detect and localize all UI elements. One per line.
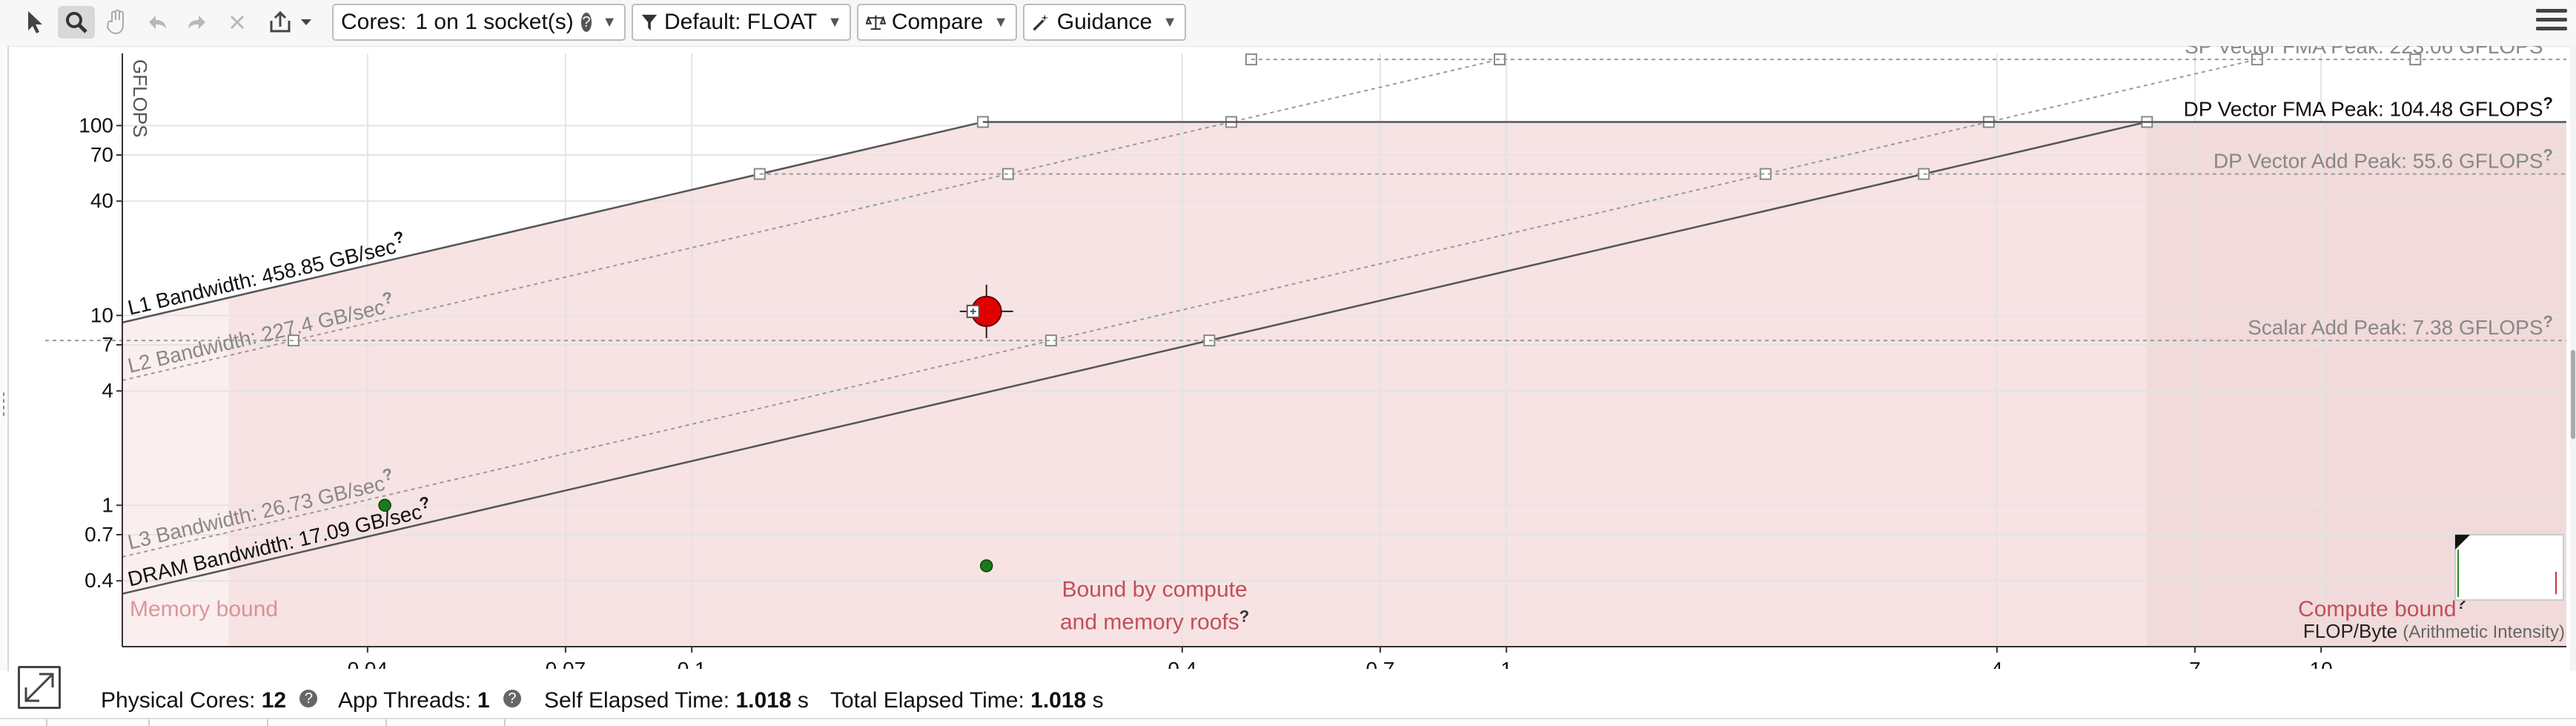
minimap-frame[interactable] xyxy=(2454,534,2564,601)
both-bound-label: and memory roofs? xyxy=(1060,607,1249,635)
help-icon[interactable]: ? xyxy=(380,464,394,484)
app-threads-stat: App Threads: 1 ? xyxy=(338,688,521,713)
help-icon[interactable]: ? xyxy=(380,288,394,308)
cores-label: Cores: xyxy=(341,10,407,34)
memory-roof-line[interactable] xyxy=(122,59,1500,381)
memory-roof-line[interactable] xyxy=(122,121,2148,595)
undo-icon[interactable] xyxy=(142,6,172,39)
x-axis-title: FLOP/Byte (Arithmetic Intensity) xyxy=(2303,620,2565,642)
y-tick-label: 40 xyxy=(90,189,113,212)
total-elapsed-stat: Total Elapsed Time: 1.018 s xyxy=(830,688,1104,713)
x-tick-label: 10 xyxy=(2310,658,2333,669)
guidance-dropdown[interactable]: Guidance ▼ xyxy=(1023,4,1186,41)
cores-dropdown[interactable]: Cores: 1 on 1 socket(s) ? ▼ xyxy=(332,4,626,41)
roofline-chart[interactable]: 0.4 0.7 1 4 7 10 40 70 100 0.04 0.07 0.1 0.4 0.7 1 4 7 10… xyxy=(0,46,2576,669)
help-icon[interactable]: ? xyxy=(580,13,592,32)
panel-splitter[interactable] xyxy=(0,46,9,725)
x-tick-label: 1 xyxy=(1500,658,1512,669)
toolbar: Cores: 1 on 1 socket(s) ? ▼ Default: FLO… xyxy=(0,0,2576,47)
x-tick-label: 0.1 xyxy=(678,658,706,669)
compare-label: Compare xyxy=(891,10,984,34)
filter-dropdown[interactable]: Default: FLOAT ▼ xyxy=(632,4,851,41)
hamburger-menu-icon[interactable] xyxy=(2536,9,2567,34)
y-tick-label: 100 xyxy=(79,113,113,136)
x-tick-label: 0.07 xyxy=(546,658,586,669)
physical-cores-label: Physical Cores: xyxy=(101,688,256,713)
compute-bound-label: Compute bound? xyxy=(2298,594,2466,621)
y-tick-label: 1 xyxy=(102,493,113,516)
chevron-down-icon: ▼ xyxy=(602,13,617,30)
compute-roof-label[interactable]: DP Vector Add Peak: 55.6 GFLOPS? xyxy=(2214,146,2553,173)
self-elapsed-unit: s xyxy=(797,688,809,713)
help-icon[interactable]: ? xyxy=(299,690,318,707)
expand-icon[interactable] xyxy=(18,666,61,709)
y-tick-label: 7 xyxy=(102,333,113,356)
chevron-down-icon: ▼ xyxy=(993,13,1008,30)
compute-roof-label[interactable]: Scalar Add Peak: 7.38 GFLOPS? xyxy=(2248,312,2553,339)
y-tick-label: 70 xyxy=(90,143,113,166)
memory-roof-line[interactable] xyxy=(122,59,2258,558)
x-tick-label: 0.7 xyxy=(1365,658,1394,669)
self-elapsed-label: Self Elapsed Time: xyxy=(544,688,730,713)
both-bound-label: Bound by compute xyxy=(1062,578,1248,602)
zoom-icon[interactable] xyxy=(58,6,95,39)
physical-cores-stat: Physical Cores: 12 ? xyxy=(101,688,318,713)
chevron-down-icon: ▼ xyxy=(1162,13,1177,30)
redo-icon[interactable] xyxy=(182,6,212,39)
app-threads-value: 1 xyxy=(477,688,490,713)
help-icon[interactable]: ? xyxy=(2543,93,2553,112)
compare-dropdown[interactable]: Compare ▼ xyxy=(857,4,1017,41)
minimap-thumbnail[interactable] xyxy=(2454,534,2564,601)
minimap-corner xyxy=(2455,535,2470,550)
app-threads-label: App Threads: xyxy=(338,688,471,713)
y-tick-label: 4 xyxy=(102,379,113,402)
loop-point[interactable] xyxy=(378,498,391,512)
physical-cores-value: 12 xyxy=(261,688,287,713)
plus-icon xyxy=(970,308,976,314)
x-tick-label: 4 xyxy=(1991,658,2003,669)
x-tick-label: 0.04 xyxy=(348,658,388,669)
loop-point[interactable] xyxy=(979,559,993,572)
magic-wand-icon xyxy=(1033,13,1049,31)
compute-roof-label[interactable]: SP Vector FMA Peak: 223.06 GFLOPS? xyxy=(2185,46,2553,58)
y-tick-label: 0.4 xyxy=(85,569,113,592)
compute-roof-label[interactable]: DP Vector FMA Peak: 104.48 GFLOPS? xyxy=(2183,93,2553,120)
memory-bound-label: Memory bound xyxy=(130,597,278,621)
total-elapsed-label: Total Elapsed Time: xyxy=(830,688,1024,713)
pan-hand-icon[interactable] xyxy=(102,6,132,39)
x-tick-label: 0.4 xyxy=(1168,658,1196,669)
memory-roof-line[interactable] xyxy=(122,121,984,324)
help-icon[interactable]: ? xyxy=(2543,312,2553,331)
cores-value: 1 on 1 socket(s) xyxy=(415,10,574,34)
bottom-tab-strip xyxy=(0,718,2576,726)
select-arrow-icon[interactable] xyxy=(21,6,50,39)
help-icon[interactable]: ? xyxy=(417,492,431,512)
help-icon[interactable]: ? xyxy=(1239,607,1249,626)
filter-icon xyxy=(641,14,658,31)
filter-label: Default: FLOAT xyxy=(664,10,818,34)
help-icon[interactable]: ? xyxy=(2543,46,2553,50)
help-icon[interactable]: ? xyxy=(503,690,521,707)
y-axis-title: GFLOPS xyxy=(129,59,151,137)
self-elapsed-value: 1.018 xyxy=(735,688,792,713)
guidance-label: Guidance xyxy=(1056,10,1153,34)
total-elapsed-value: 1.018 xyxy=(1030,688,1087,713)
help-icon[interactable]: ? xyxy=(2543,146,2553,165)
y-tick-label: 10 xyxy=(90,303,113,326)
self-elapsed-stat: Self Elapsed Time: 1.018 s xyxy=(544,688,809,713)
chevron-down-icon: ▼ xyxy=(827,13,842,30)
total-elapsed-unit: s xyxy=(1092,688,1104,713)
memory-bound-region xyxy=(122,297,229,647)
x-axis-title-note: (Arithmetic Intensity) xyxy=(2403,622,2565,642)
x-tick-label: 7 xyxy=(2189,658,2201,669)
y-tick-label: 0.7 xyxy=(85,523,113,546)
vertical-scrollbar[interactable] xyxy=(2570,46,2576,713)
help-icon[interactable]: ? xyxy=(392,228,406,248)
status-bar xyxy=(0,671,2576,725)
export-icon[interactable] xyxy=(261,6,320,39)
balance-scale-icon xyxy=(866,15,886,30)
close-icon[interactable] xyxy=(224,6,251,39)
bound-region-fill xyxy=(122,122,2566,647)
